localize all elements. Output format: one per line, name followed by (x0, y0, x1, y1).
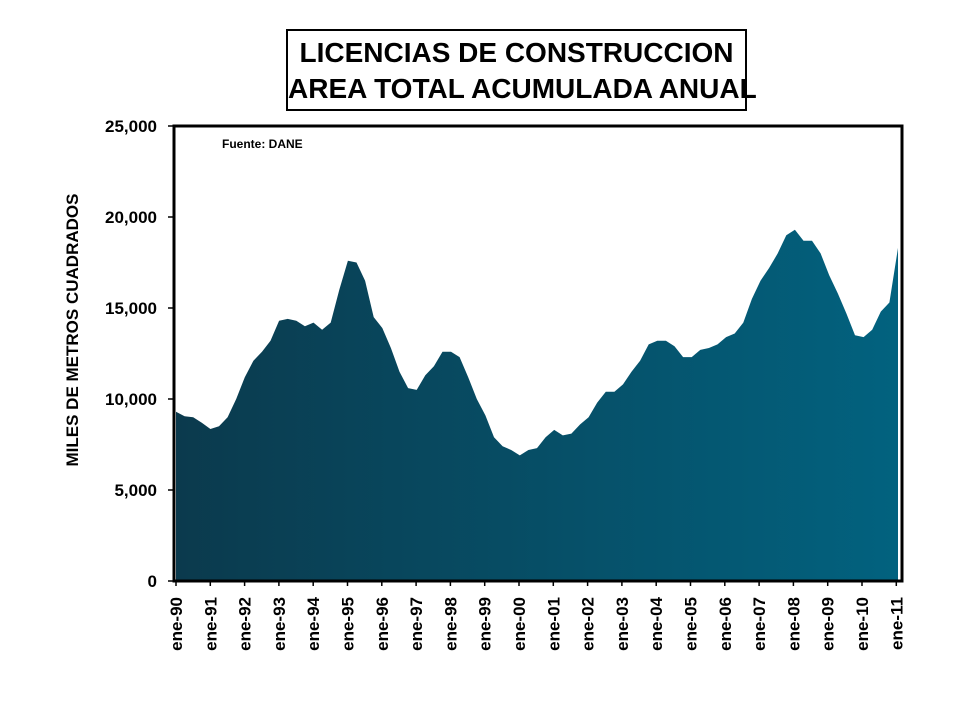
x-tick-label: ene-08 (784, 597, 803, 651)
x-tick-label: ene-10 (853, 597, 872, 651)
x-tick-label: ene-96 (373, 597, 392, 651)
y-tick-label: 0 (148, 572, 157, 591)
x-tick-label: ene-99 (476, 597, 495, 651)
x-tick-label: ene-03 (613, 597, 632, 651)
source-label: Fuente: DANE (222, 137, 303, 151)
x-tick-label: ene-05 (682, 597, 701, 651)
x-tick-label: ene-01 (544, 597, 563, 651)
x-tick-label: ene-02 (579, 597, 598, 651)
y-tick-label: 15,000 (105, 299, 157, 318)
x-tick-label: ene-95 (339, 597, 358, 651)
plot-frame (172, 124, 904, 583)
x-tick-label: ene-07 (750, 597, 769, 651)
x-tick-label: ene-97 (407, 597, 426, 651)
y-tick-label: 20,000 (105, 208, 157, 227)
x-tick-label: ene-00 (510, 597, 529, 651)
x-tick-label: ene-98 (441, 597, 460, 651)
chart-title-box: LICENCIAS DE CONSTRUCCION AREA TOTAL ACU… (286, 29, 757, 111)
x-tick-label: ene-90 (167, 597, 186, 651)
x-tick-label: ene-04 (647, 596, 666, 650)
x-tick-label: ene-93 (270, 597, 289, 651)
area-series (176, 229, 898, 581)
chart-title-line-1: LICENCIAS DE CONSTRUCCION (299, 37, 734, 68)
y-tick-label: 25,000 (105, 117, 157, 136)
x-tick-label: ene-91 (201, 597, 220, 651)
x-tick-label: ene-92 (236, 597, 255, 651)
y-tick-label: 5,000 (114, 481, 157, 500)
x-tick-label: ene-11 (887, 597, 906, 650)
y-tick-label: 10,000 (105, 390, 157, 409)
x-tick-label: ene-06 (716, 597, 735, 651)
x-tick-label: ene-09 (819, 597, 838, 651)
x-tick-label: ene-94 (304, 596, 323, 650)
y-axis-label: MILES DE METROS CUADRADOS (63, 194, 82, 467)
chart-title-line-2: AREA TOTAL ACUMULADA ANUAL (288, 73, 757, 104)
